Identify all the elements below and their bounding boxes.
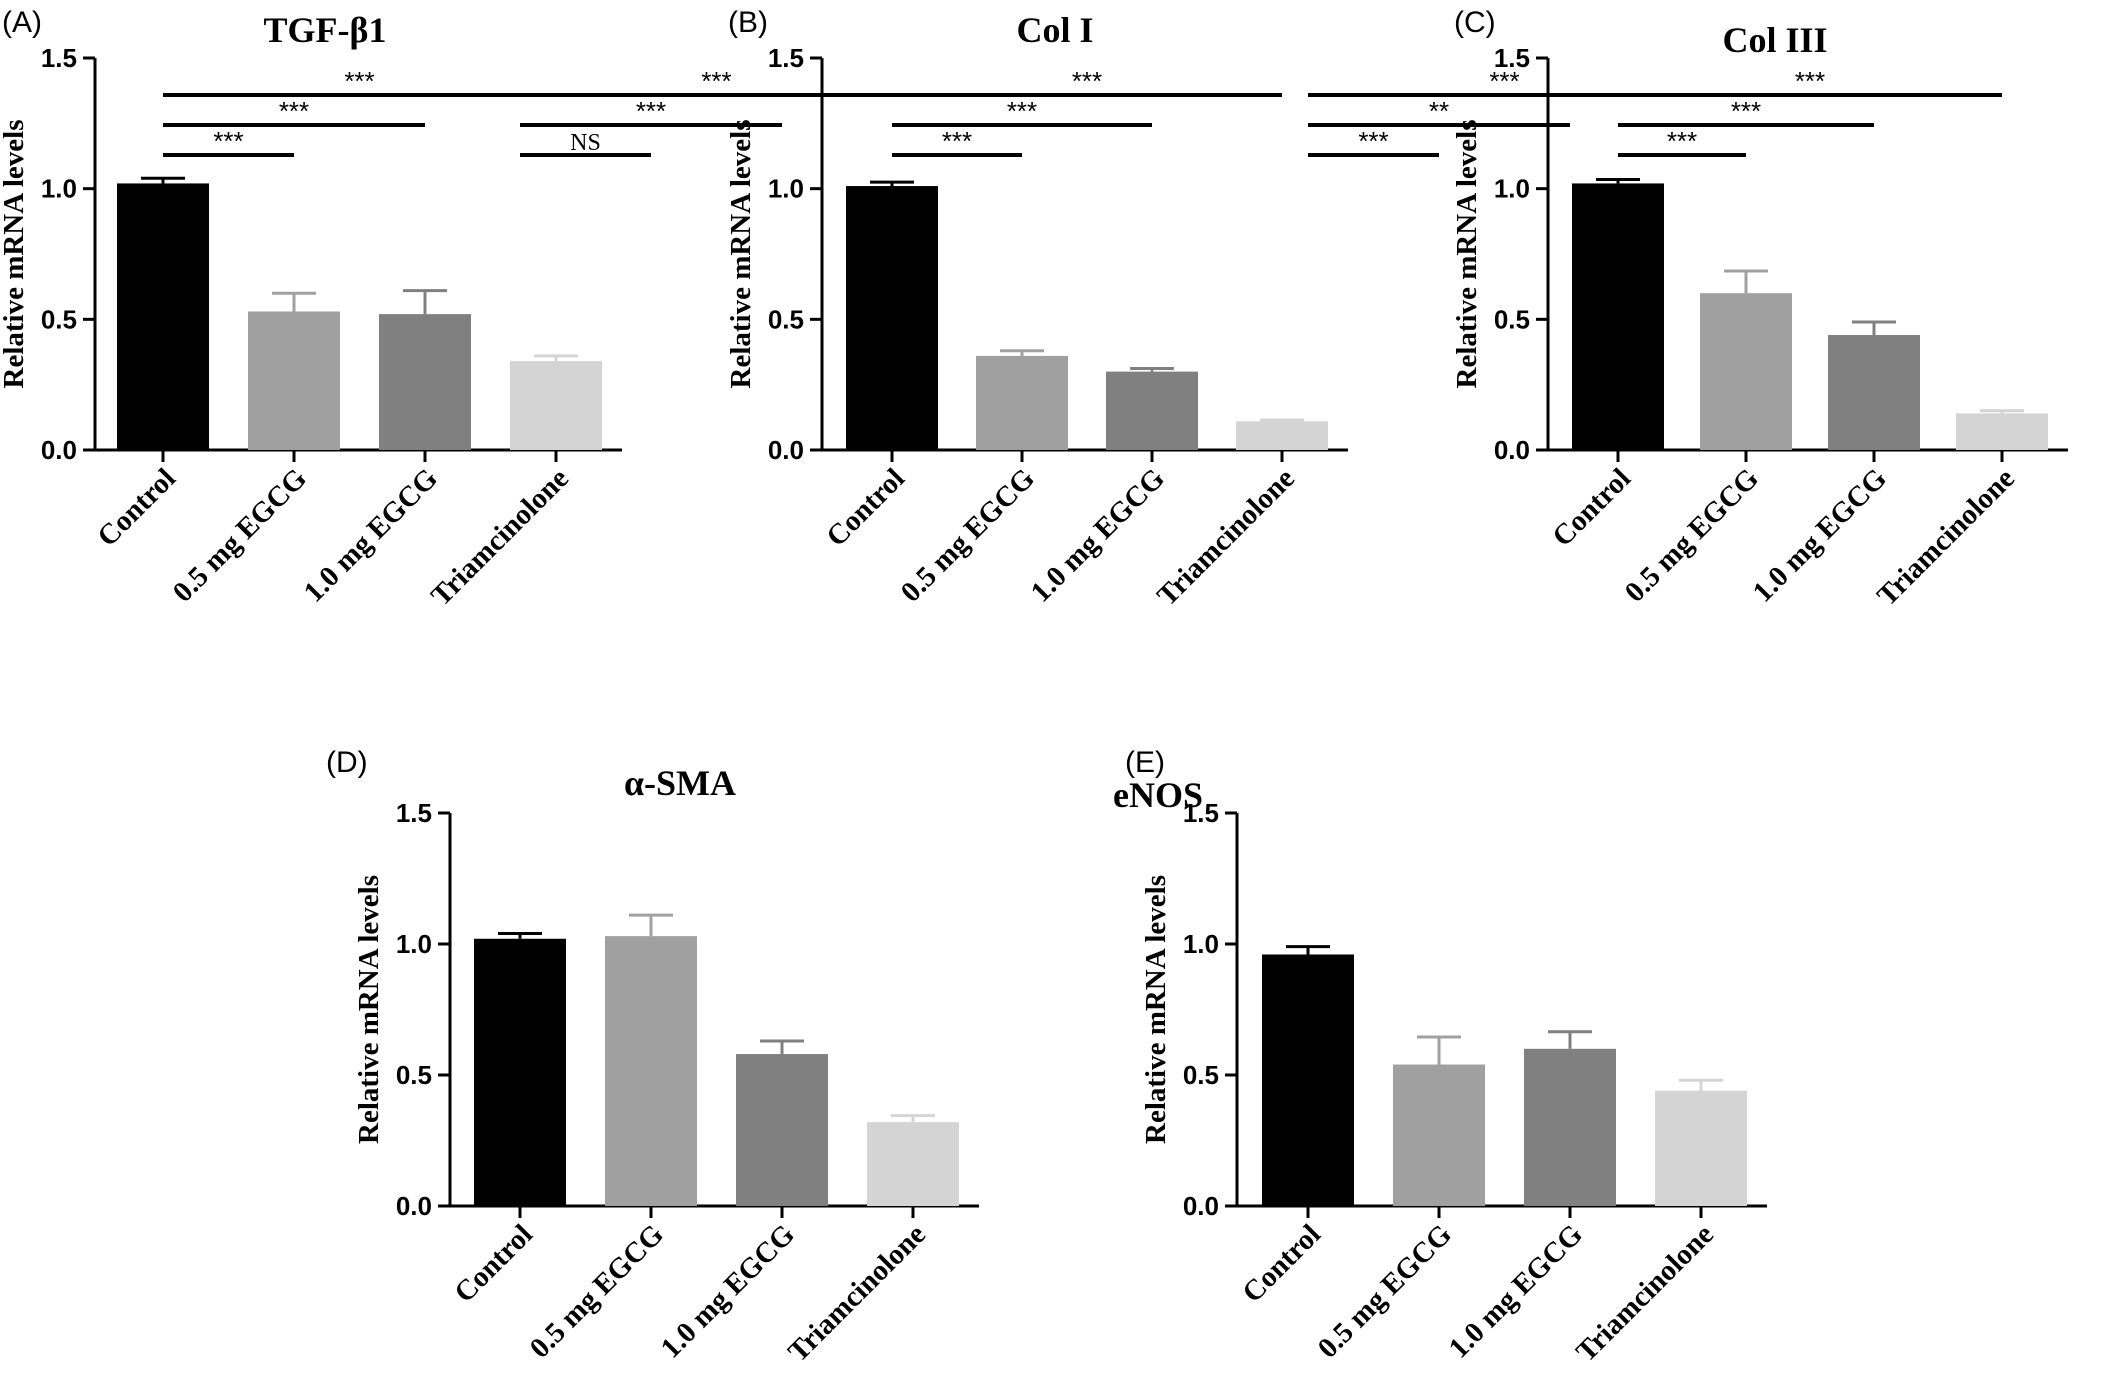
panel-label: (D)	[326, 746, 368, 779]
y-tick-label: 0.5	[1183, 1060, 1219, 1090]
bar	[736, 1054, 828, 1206]
bar	[1655, 1090, 1747, 1206]
x-tick-label: 1.0 mg EGCG	[655, 1218, 801, 1364]
significance-label: ***	[636, 96, 666, 126]
bar	[474, 938, 566, 1206]
significance-label: NS	[570, 130, 601, 156]
y-axis-label: Relative mRNA levels	[353, 875, 385, 1144]
x-tick-label: 0.5 mg EGCG	[167, 462, 313, 608]
bar	[867, 1122, 959, 1206]
significance-label: ***	[1731, 96, 1761, 126]
bar	[1236, 421, 1328, 450]
x-tick-label: 0.5 mg EGCG	[524, 1218, 670, 1364]
significance-label: ***	[701, 66, 731, 96]
x-tick-label: 0.5 mg EGCG	[1312, 1218, 1458, 1364]
chart-title: Col III	[1722, 20, 1827, 60]
x-tick-label: 1.0 mg EGCG	[1025, 462, 1171, 608]
bar	[1262, 954, 1354, 1206]
bar	[1956, 413, 2048, 450]
y-tick-label: 1.5	[41, 43, 77, 73]
x-tick-label: 1.0 mg EGCG	[298, 462, 444, 608]
x-tick-label: Control	[820, 462, 911, 553]
significance-label: ***	[279, 96, 309, 126]
x-tick-label: Triamcinolone	[782, 1218, 932, 1368]
bar	[976, 355, 1068, 450]
chart-title: Col I	[1016, 10, 1093, 50]
significance-label: ***	[1072, 66, 1102, 96]
y-tick-label: 0.5	[41, 304, 77, 334]
x-tick-label: Triamcinolone	[1570, 1218, 1720, 1368]
significance-label: ***	[1795, 66, 1825, 96]
significance-label: ***	[1358, 126, 1388, 156]
bar	[1700, 293, 1792, 450]
chart-panel-e: (E)eNOS 0.0 0.5 1.0 1.5 Relative mRNA levels C…	[1113, 66, 1767, 1368]
panel-label: (C)	[1454, 6, 1496, 39]
y-tick-label: 0.5	[1494, 304, 1530, 334]
bar	[510, 361, 602, 450]
significance-label: ***	[1007, 96, 1037, 126]
bar	[1524, 1048, 1616, 1206]
y-tick-label: 0.0	[396, 1191, 432, 1221]
significance-label: ***	[1667, 126, 1697, 156]
y-tick-label: 0.0	[1183, 1191, 1219, 1221]
chart-title: eNOS	[1113, 775, 1203, 815]
y-axis-label: Relative mRNA levels	[1140, 875, 1172, 1144]
x-tick-label: Control	[1236, 1218, 1327, 1309]
y-tick-label: 0.0	[768, 435, 804, 465]
bar	[1393, 1064, 1485, 1206]
bar	[117, 183, 209, 450]
chart-title: TGF-β1	[264, 10, 387, 50]
x-tick-label: 0.5 mg EGCG	[895, 462, 1041, 608]
y-tick-label: 1.0	[396, 929, 432, 959]
y-tick-label: 1.0	[768, 174, 804, 204]
x-tick-label: 0.5 mg EGCG	[1619, 462, 1765, 608]
significance-label: ***	[1489, 66, 1519, 96]
x-tick-label: Control	[448, 1218, 539, 1309]
x-tick-label: 1.0 mg EGCG	[1443, 1218, 1589, 1364]
y-tick-label: 0.0	[41, 435, 77, 465]
y-tick-label: 0.5	[768, 304, 804, 334]
bar	[1106, 371, 1198, 450]
bar	[1572, 183, 1664, 450]
bar	[248, 311, 340, 450]
x-tick-label: Triamcinolone	[1871, 462, 2021, 612]
bar	[605, 936, 697, 1206]
y-tick-label: 1.0	[1183, 929, 1219, 959]
y-tick-label: 0.0	[1494, 435, 1530, 465]
x-tick-label: Triamcinolone	[1151, 462, 1301, 612]
y-axis-label: Relative mRNA levels	[1451, 120, 1483, 389]
panel-label: (A)	[2, 6, 42, 39]
y-tick-label: 1.5	[396, 798, 432, 828]
y-tick-label: 1.0	[41, 174, 77, 204]
significance-label: ***	[942, 126, 972, 156]
panel-label: (E)	[1125, 746, 1165, 779]
chart-panel-c: (C) Col III 0.0 0.5 1.0 1.5 Relative mRNA leve…	[1451, 6, 2068, 612]
y-tick-label: 1.5	[1494, 43, 1530, 73]
significance-label: ***	[213, 126, 243, 156]
bar	[1828, 335, 1920, 450]
bar	[846, 186, 938, 450]
y-tick-label: 1.0	[1494, 174, 1530, 204]
x-tick-label: 1.0 mg EGCG	[1747, 462, 1893, 608]
y-axis-label: Relative mRNA levels	[0, 120, 30, 389]
x-tick-label: Control	[91, 462, 182, 553]
y-tick-label: 1.5	[1183, 798, 1219, 828]
significance-label: **	[1429, 96, 1449, 126]
x-tick-label: Control	[1546, 462, 1637, 553]
y-tick-label: 1.5	[768, 43, 804, 73]
y-axis-label: Relative mRNA levels	[725, 120, 757, 389]
significance-label: ***	[344, 66, 374, 96]
bar	[379, 314, 471, 450]
chart-title: α-SMA	[624, 763, 736, 803]
panel-label: (B)	[728, 6, 768, 39]
y-tick-label: 0.5	[396, 1060, 432, 1090]
x-tick-label: Triamcinolone	[425, 462, 575, 612]
